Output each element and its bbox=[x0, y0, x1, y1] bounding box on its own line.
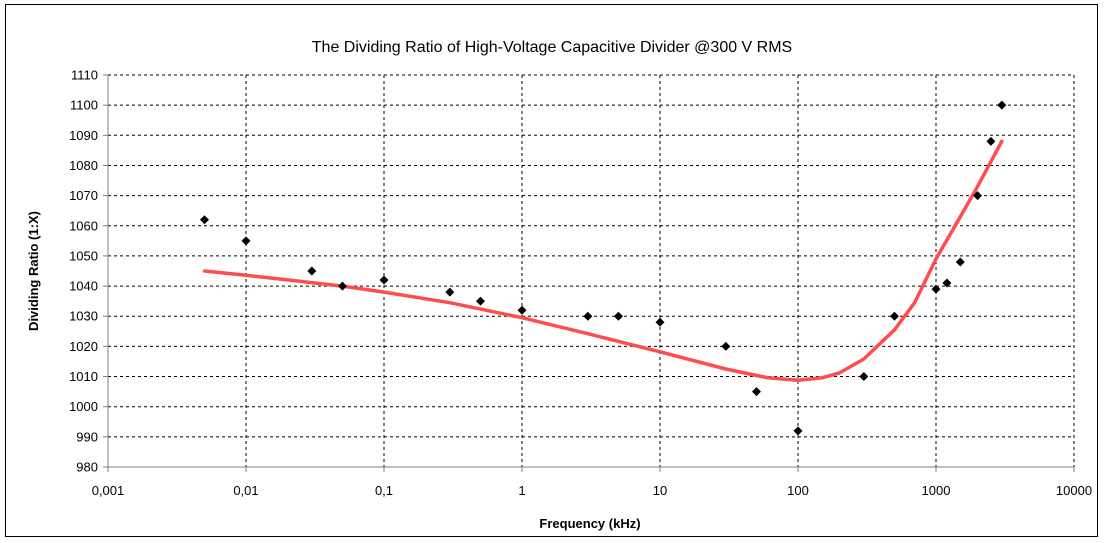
data-point bbox=[613, 311, 623, 321]
y-tick-label: 1040 bbox=[69, 279, 98, 294]
x-tick-label: 0,01 bbox=[233, 483, 258, 498]
x-tick-label: 0,1 bbox=[375, 483, 393, 498]
grid-layer bbox=[108, 74, 1075, 467]
y-tick-label: 980 bbox=[76, 460, 98, 475]
x-axis-label: Frequency (kHz) bbox=[539, 516, 640, 531]
data-point bbox=[931, 284, 941, 294]
data-point bbox=[241, 236, 251, 246]
x-tick-label: 0,001 bbox=[92, 483, 125, 498]
data-point bbox=[942, 278, 952, 288]
y-tick-label: 1100 bbox=[70, 98, 98, 113]
trend-line bbox=[202, 139, 1004, 382]
x-tick-label: 1000 bbox=[922, 483, 951, 498]
y-tick-label: 1030 bbox=[69, 309, 98, 324]
x-tick-label: 1 bbox=[518, 483, 525, 498]
y-tick-label: 1090 bbox=[69, 128, 98, 143]
data-point bbox=[721, 341, 731, 351]
y-tick-label: 1080 bbox=[69, 158, 98, 173]
axis-layer bbox=[103, 74, 1075, 472]
y-tick-label: 1110 bbox=[71, 68, 98, 83]
y-tick-label: 1010 bbox=[69, 369, 98, 384]
data-point bbox=[655, 317, 665, 327]
data-point bbox=[859, 372, 869, 382]
y-tick-label: 1000 bbox=[69, 399, 98, 414]
x-tick-label: 10 bbox=[653, 483, 667, 498]
x-tick-label: 10000 bbox=[1056, 483, 1092, 498]
data-point bbox=[199, 215, 209, 225]
data-point bbox=[997, 100, 1007, 110]
data-point bbox=[337, 281, 347, 291]
data-point bbox=[379, 275, 389, 285]
data-point bbox=[973, 191, 983, 201]
data-point bbox=[475, 296, 485, 306]
y-tick-label: 1060 bbox=[69, 218, 98, 233]
data-point bbox=[986, 136, 996, 146]
data-point bbox=[793, 426, 803, 436]
chart-frame bbox=[5, 4, 1098, 537]
data-point bbox=[445, 287, 455, 297]
y-tick-label: 1050 bbox=[69, 248, 98, 263]
y-axis-label: Dividing Ratio (1:X) bbox=[26, 211, 41, 331]
data-point bbox=[955, 257, 965, 267]
data-point bbox=[889, 311, 899, 321]
y-tick-label: 990 bbox=[76, 429, 98, 444]
data-point bbox=[517, 305, 527, 315]
data-point bbox=[307, 266, 317, 276]
x-tick-label: 100 bbox=[787, 483, 809, 498]
tick-layer: 9809901000101010201030104010501060107010… bbox=[69, 68, 1092, 499]
series-layer bbox=[199, 100, 1007, 436]
y-tick-label: 1070 bbox=[69, 188, 98, 203]
data-point bbox=[583, 311, 593, 321]
data-point bbox=[751, 387, 761, 397]
chart-title: The Dividing Ratio of High-Voltage Capac… bbox=[312, 39, 792, 56]
y-tick-label: 1020 bbox=[69, 339, 98, 354]
